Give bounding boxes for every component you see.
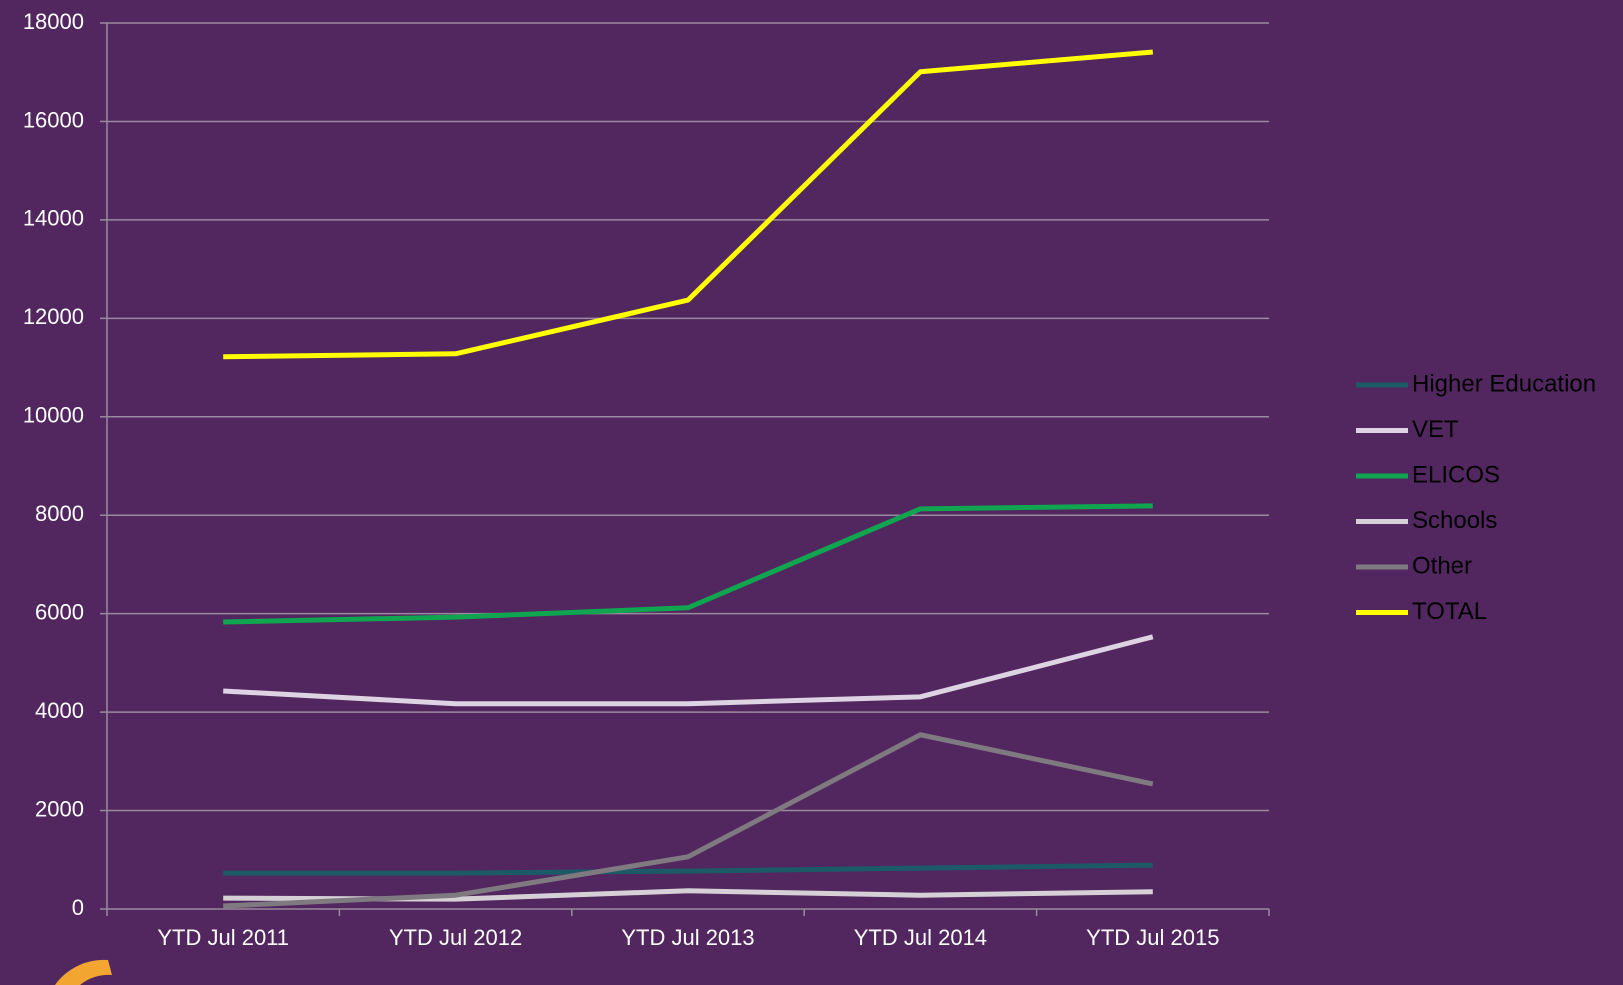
y-tick-label: 14000 (23, 206, 84, 231)
y-tick-label: 2000 (35, 796, 84, 821)
legend-label: Schools (1412, 507, 1497, 534)
y-tick-label: 8000 (35, 501, 84, 526)
y-tick-label: 6000 (35, 599, 84, 624)
y-tick-label: 18000 (23, 9, 84, 34)
x-tick-label: YTD Jul 2013 (621, 925, 754, 950)
legend-label: ELICOS (1412, 461, 1500, 488)
decoration (55, 959, 112, 985)
series-line (223, 862, 1153, 876)
legend-label: VET (1412, 416, 1459, 443)
series-line (223, 49, 1154, 360)
x-tick-label: YTD Jul 2015 (1086, 925, 1219, 950)
legend-label: TOTAL (1412, 598, 1487, 625)
legend-label: Higher Education (1412, 370, 1596, 397)
y-tick-label: 12000 (23, 304, 84, 329)
y-tick-label: 4000 (35, 698, 84, 723)
series-line (223, 732, 1154, 909)
series-line (223, 634, 1154, 707)
y-tick-label: 10000 (23, 403, 84, 428)
x-tick-label: YTD Jul 2011 (157, 925, 289, 950)
x-tick-label: YTD Jul 2012 (389, 925, 522, 950)
y-tick-label: 0 (72, 895, 84, 920)
x-tick-label: YTD Jul 2014 (854, 925, 987, 950)
legend-label: Other (1412, 552, 1472, 579)
series-line (223, 503, 1153, 625)
y-tick-label: 16000 (23, 107, 84, 132)
